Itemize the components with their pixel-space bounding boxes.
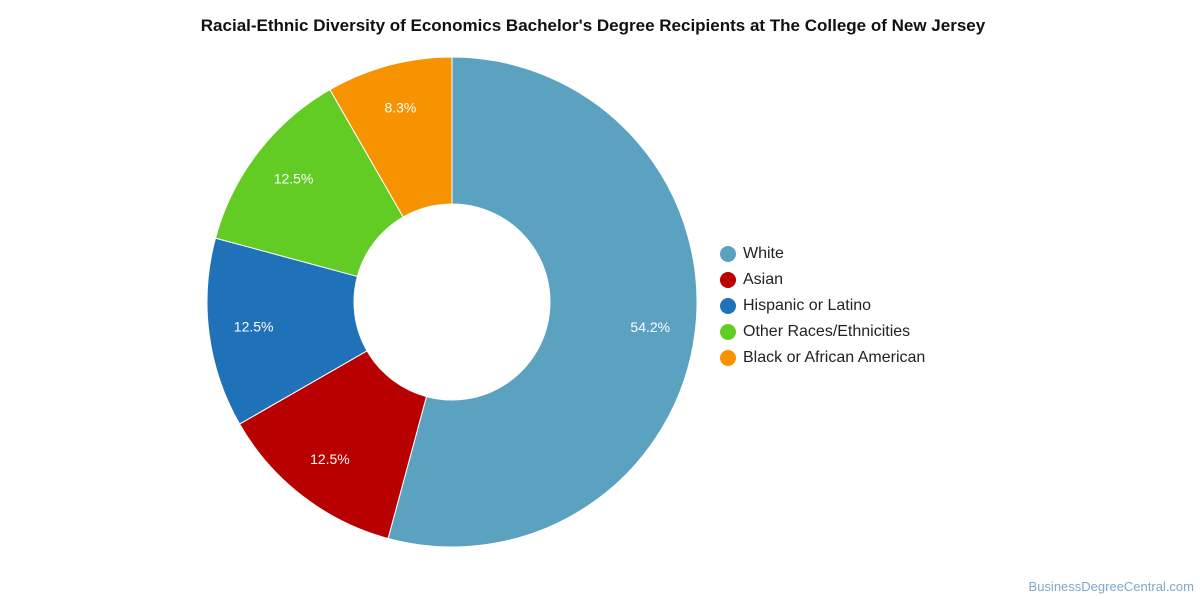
- slice-black-or-african-american[interactable]: [329, 56, 453, 218]
- legend-label-hispanic-or-latino: Hispanic or Latino: [743, 297, 872, 314]
- data-label-white: 54.2%: [630, 319, 670, 335]
- watermark: BusinessDegreeCentral.com: [1028, 579, 1194, 594]
- legend-swatch-white: [720, 246, 736, 262]
- slice-hispanic-or-latino[interactable]: [206, 237, 368, 425]
- data-label-hispanic-or-latino: 12.5%: [234, 318, 274, 334]
- data-label-black-or-african-american: 8.3%: [384, 99, 416, 115]
- chart-legend: White Asian Hispanic or Latino Other Rac…: [720, 241, 925, 371]
- legend-swatch-other-races-ethnicities: [720, 324, 736, 340]
- data-label-asian: 12.5%: [310, 451, 350, 467]
- legend-swatch-hispanic-or-latino: [720, 298, 736, 314]
- legend-swatch-asian: [720, 272, 736, 288]
- legend-label-asian: Asian: [743, 271, 784, 288]
- legend-item-white[interactable]: White: [720, 241, 925, 267]
- legend-item-black-or-african-american[interactable]: Black or African American: [720, 345, 925, 371]
- legend-item-hispanic-or-latino[interactable]: Hispanic or Latino: [720, 293, 925, 319]
- legend-item-other-races-ethnicities[interactable]: Other Races/Ethnicities: [720, 319, 925, 345]
- legend-item-asian[interactable]: Asian: [720, 267, 925, 293]
- data-label-other-races-ethnicities: 12.5%: [274, 171, 314, 187]
- chart-title: Racial-Ethnic Diversity of Economics Bac…: [200, 16, 986, 35]
- legend-swatch-black-or-african-american: [720, 350, 736, 366]
- slice-white[interactable]: [387, 56, 698, 548]
- legend-label-black-or-african-american: Black or African American: [743, 349, 926, 366]
- legend-label-white: White: [743, 245, 784, 262]
- legend-label-other-races-ethnicities: Other Races/Ethnicities: [743, 323, 911, 340]
